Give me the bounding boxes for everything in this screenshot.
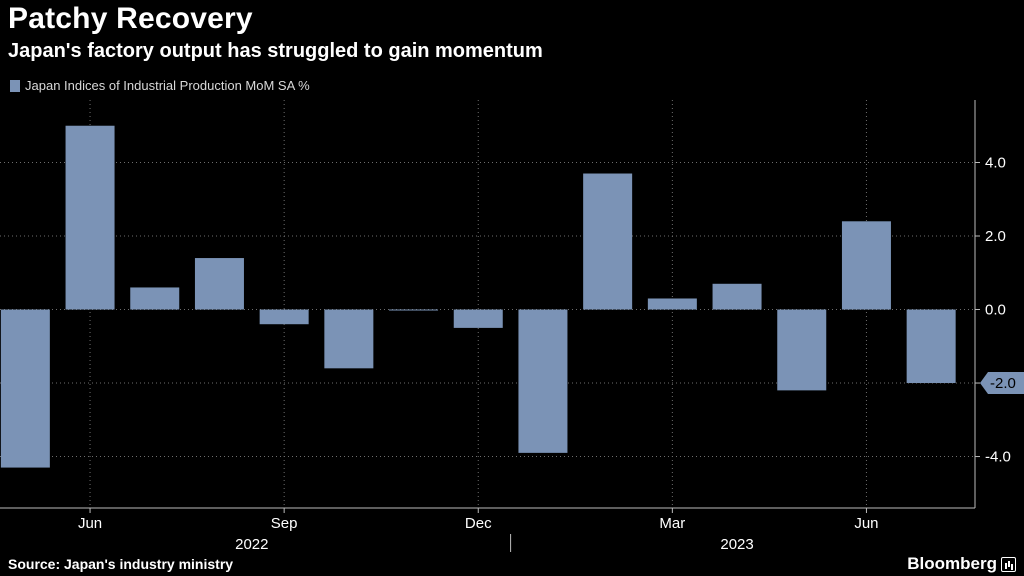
bar: [0, 309, 50, 468]
brand-logo: Bloomberg: [907, 554, 1016, 574]
x-tick-label: Jun: [854, 515, 878, 532]
brand-name: Bloomberg: [907, 554, 997, 573]
y-tick-label: 2.0: [985, 228, 1006, 245]
bar: [453, 309, 503, 328]
year-label: 2023: [720, 536, 753, 553]
bar: [130, 287, 180, 310]
x-tick-label: Jun: [78, 515, 102, 532]
bar: [389, 309, 439, 311]
x-tick-label: Dec: [465, 515, 492, 532]
last-value-tag: [980, 372, 1024, 395]
source-note: Source: Japan's industry ministry: [8, 556, 234, 572]
year-label: 2022: [235, 536, 268, 553]
y-tick-label: 4.0: [985, 154, 1006, 171]
bar: [647, 298, 697, 310]
bloomberg-chart-icon: [1001, 556, 1016, 572]
bar: [712, 283, 762, 310]
legend: Japan Indices of Industrial Production M…: [10, 78, 310, 93]
x-tick-label: Sep: [271, 515, 298, 532]
bar: [259, 309, 309, 325]
legend-swatch: [10, 79, 20, 92]
chart-title: Patchy Recovery: [8, 2, 253, 35]
bar: [65, 125, 115, 310]
bar: [518, 309, 568, 453]
y-tick-label: 0.0: [985, 302, 1006, 319]
bar: [841, 221, 891, 310]
bar: [777, 309, 827, 391]
bar: [194, 258, 244, 310]
y-tick-label: -4.0: [985, 449, 1011, 466]
bar: [906, 309, 956, 384]
x-tick-label: Mar: [659, 515, 685, 532]
chart-subtitle: Japan's factory output has struggled to …: [8, 40, 543, 62]
legend-label: Japan Indices of Industrial Production M…: [25, 78, 310, 93]
last-value-label: -2.0: [990, 375, 1016, 392]
bar: [324, 309, 374, 369]
bar: [583, 173, 633, 310]
